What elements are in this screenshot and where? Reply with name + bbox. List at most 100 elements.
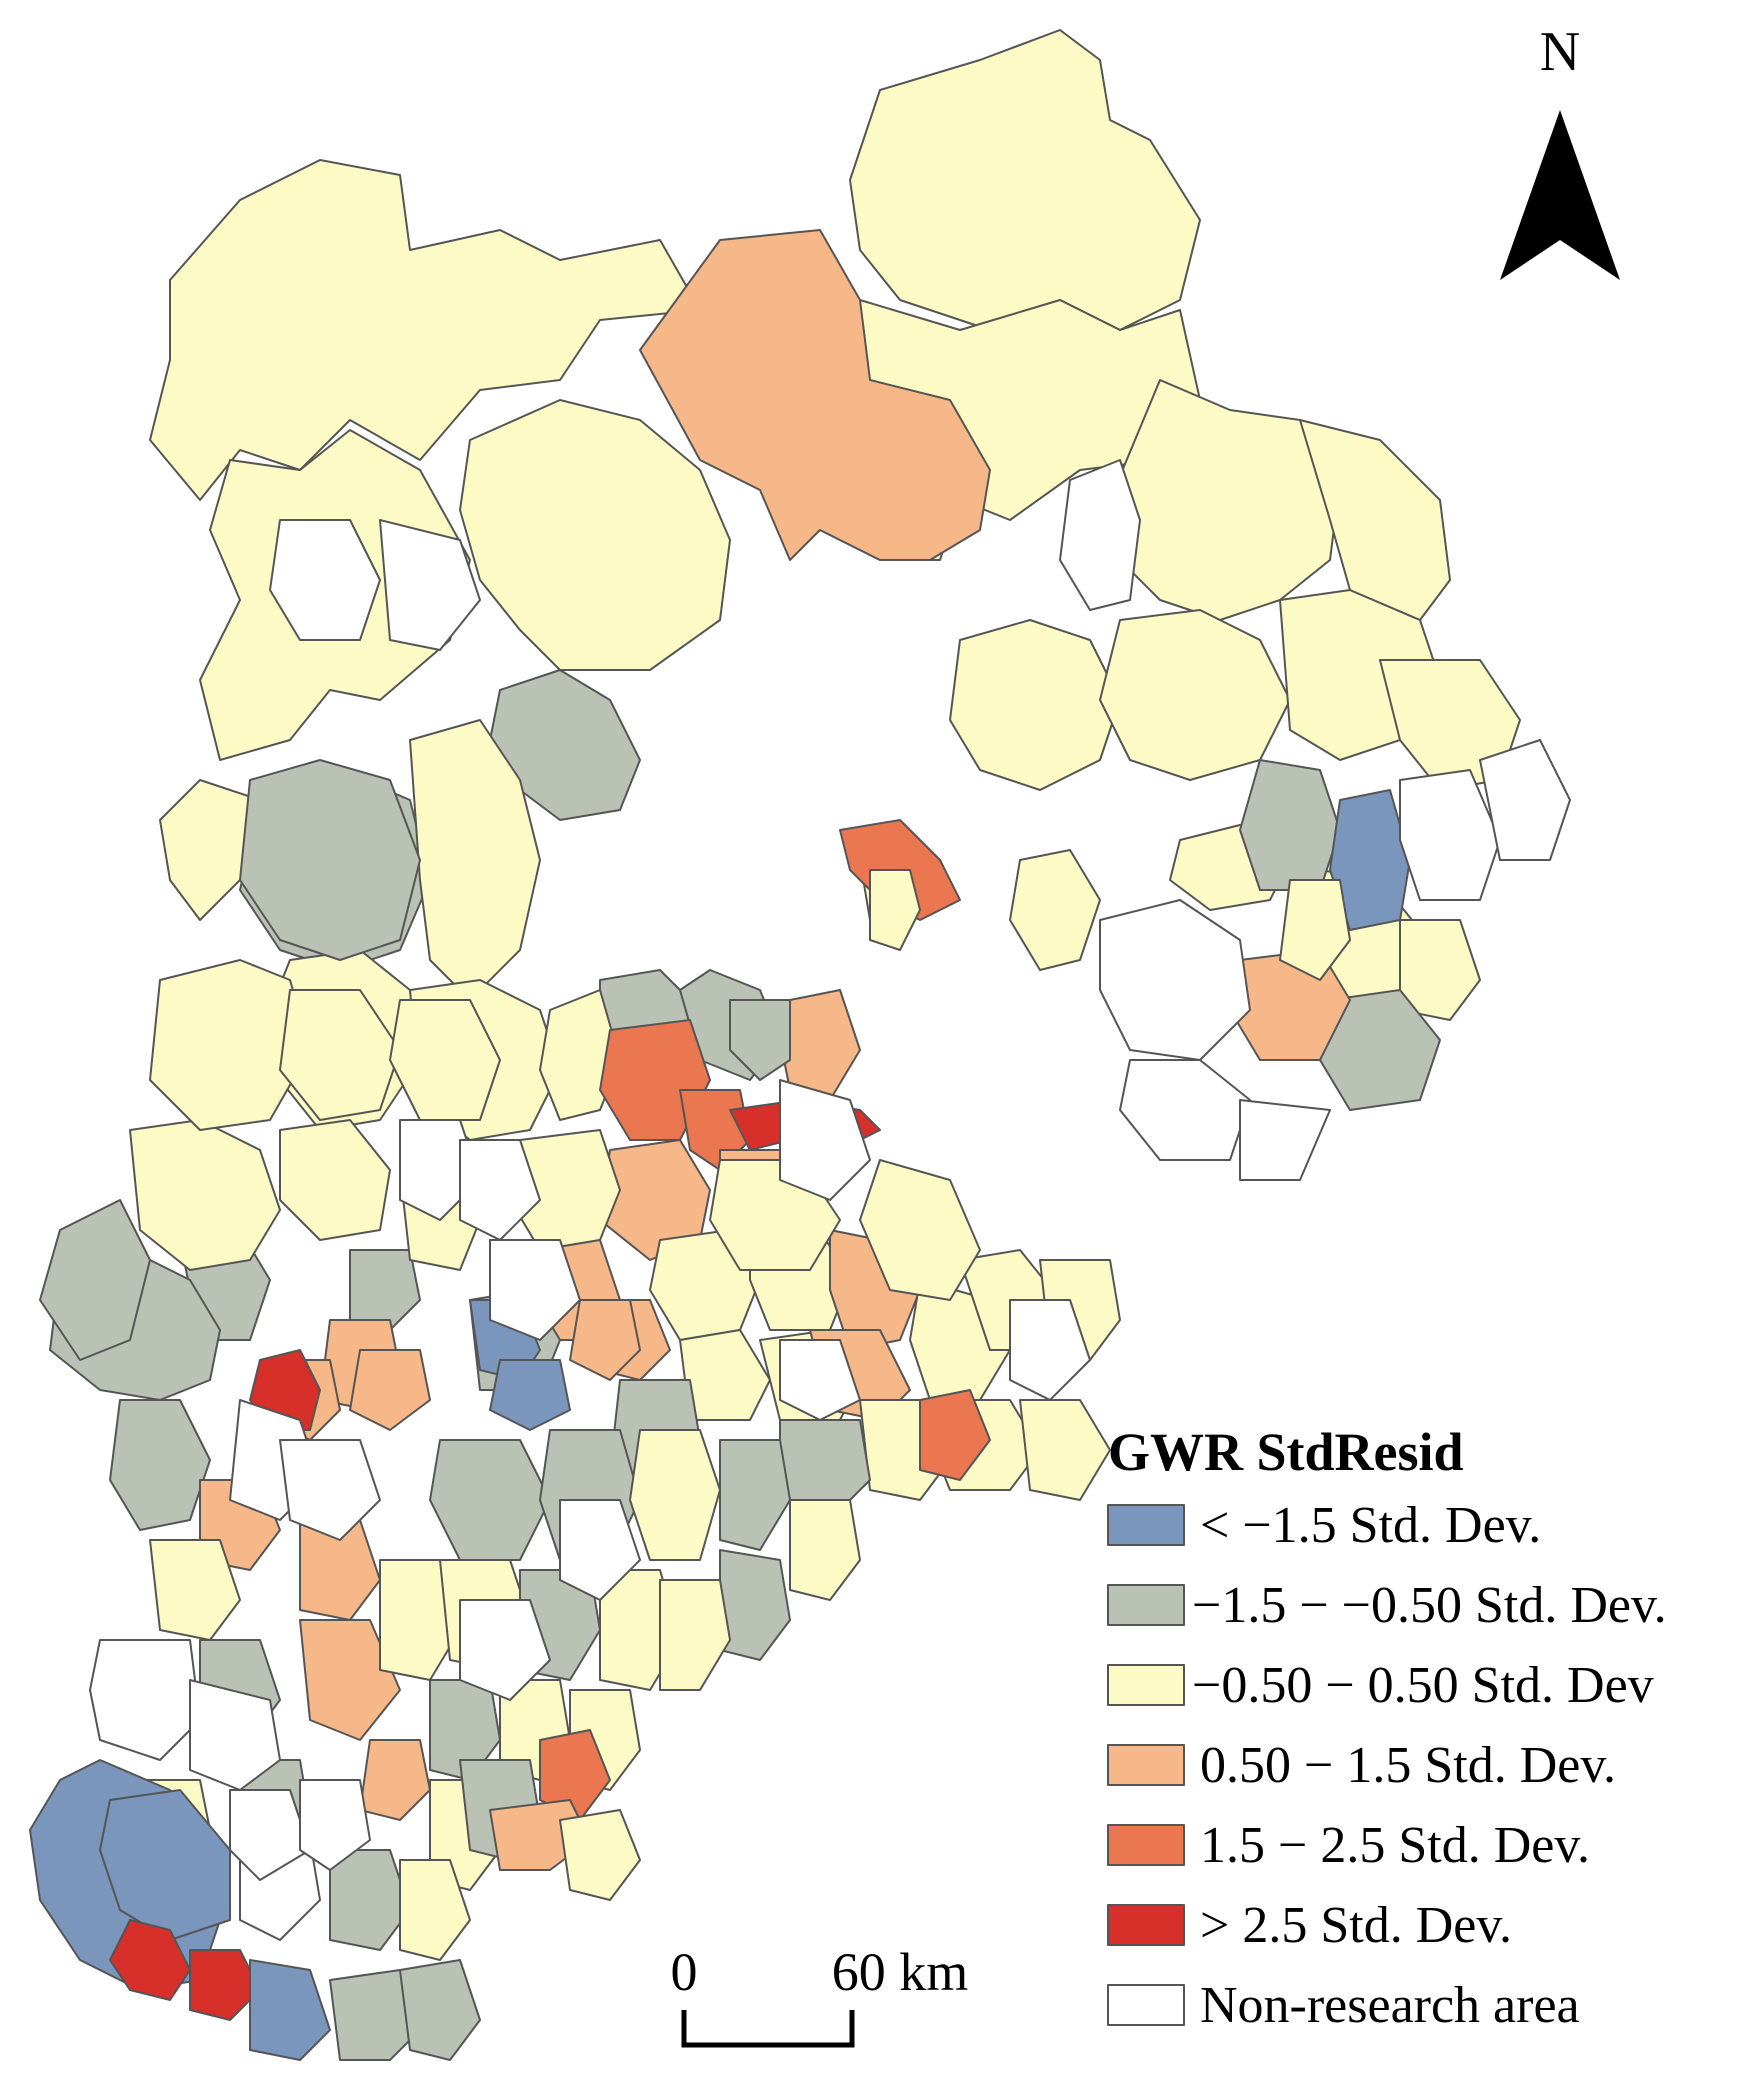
legend-item: Non-research area xyxy=(1107,1977,1580,2034)
legend: GWR StdResid < −1.5 Std. Dev. −1.5 − −0.… xyxy=(1107,1422,1667,2034)
region xyxy=(849,29,1201,331)
region xyxy=(329,1849,411,1951)
region xyxy=(1019,1399,1111,1501)
region xyxy=(349,1249,421,1331)
region xyxy=(149,1539,241,1641)
region xyxy=(429,1439,551,1561)
legend-swatch xyxy=(1107,1984,1185,2026)
legend-label: Non-research area xyxy=(1200,1977,1580,2034)
region xyxy=(1099,899,1251,1061)
region xyxy=(1009,849,1101,971)
region xyxy=(409,719,541,1001)
scale-bar-line xyxy=(681,2010,855,2048)
region xyxy=(459,399,731,671)
legend-item: > 2.5 Std. Dev. xyxy=(1107,1897,1512,1954)
region xyxy=(639,229,991,561)
region xyxy=(269,519,381,641)
legend-label: −1.5 − −0.50 Std. Dev. xyxy=(1192,1577,1667,1634)
scale-bar-start-label: 0 xyxy=(671,1942,698,2002)
region xyxy=(629,1429,721,1561)
region xyxy=(299,1779,371,1871)
region xyxy=(559,1499,641,1601)
north-arrow: N xyxy=(1500,21,1620,280)
region xyxy=(149,959,311,1131)
region xyxy=(1239,759,1341,891)
legend-swatch xyxy=(1107,1664,1185,1706)
legend-label: −0.50 − 0.50 Std. Dev xyxy=(1192,1657,1654,1714)
region xyxy=(189,1679,281,1791)
region xyxy=(399,1859,471,1961)
region xyxy=(279,1119,391,1241)
legend-item: 1.5 − 2.5 Std. Dev. xyxy=(1107,1817,1590,1874)
north-label: N xyxy=(1540,21,1580,83)
legend-label: 0.50 − 1.5 Std. Dev. xyxy=(1200,1737,1616,1794)
region xyxy=(1279,879,1351,981)
region xyxy=(539,1729,611,1821)
region xyxy=(719,1439,791,1551)
region xyxy=(329,1969,421,2061)
map-regions xyxy=(29,29,1571,2061)
legend-swatch xyxy=(1107,1584,1185,1626)
legend-title: GWR StdResid xyxy=(1108,1422,1464,1482)
region xyxy=(379,1559,461,1681)
region xyxy=(719,1549,791,1661)
legend-swatch xyxy=(1107,1824,1185,1866)
region xyxy=(109,1399,211,1531)
region xyxy=(869,869,921,951)
legend-label: < −1.5 Std. Dev. xyxy=(1200,1497,1541,1554)
region xyxy=(129,1119,281,1271)
region xyxy=(379,519,481,651)
region xyxy=(789,1499,861,1601)
region xyxy=(559,1809,641,1901)
region xyxy=(359,1739,431,1821)
legend-item: −1.5 − −0.50 Std. Dev. xyxy=(1107,1577,1667,1634)
region xyxy=(239,759,421,961)
region xyxy=(39,1199,151,1361)
region xyxy=(459,1139,541,1241)
scale-bar: 0 60 km xyxy=(671,1942,968,2048)
region xyxy=(489,1239,581,1341)
region xyxy=(1119,1059,1251,1161)
region xyxy=(99,1789,231,1941)
region xyxy=(1059,459,1141,611)
legend-swatch xyxy=(1107,1904,1185,1946)
legend-item: −0.50 − 0.50 Std. Dev xyxy=(1107,1657,1654,1714)
legend-swatch xyxy=(1107,1504,1185,1546)
region xyxy=(659,1579,731,1691)
region xyxy=(1479,739,1571,861)
legend-label: 1.5 − 2.5 Std. Dev. xyxy=(1200,1817,1590,1874)
region xyxy=(89,1639,201,1761)
region xyxy=(279,1439,381,1541)
region xyxy=(779,1339,861,1421)
region xyxy=(779,1079,871,1201)
region xyxy=(389,999,501,1121)
region xyxy=(1239,1099,1331,1181)
legend-item: 0.50 − 1.5 Std. Dev. xyxy=(1107,1737,1616,1794)
region xyxy=(399,1959,481,2061)
region xyxy=(949,619,1121,791)
region xyxy=(1399,769,1501,901)
region xyxy=(859,1159,981,1301)
legend-swatch xyxy=(1107,1744,1185,1786)
region xyxy=(109,1919,191,2001)
region xyxy=(729,999,791,1081)
region xyxy=(189,1949,261,2021)
region xyxy=(299,1619,401,1741)
region xyxy=(1299,419,1451,621)
region xyxy=(349,1349,431,1431)
region xyxy=(919,1389,991,1481)
region xyxy=(149,159,701,501)
region xyxy=(279,989,401,1121)
region xyxy=(1009,1299,1091,1401)
region xyxy=(569,1299,641,1381)
region xyxy=(489,1359,571,1431)
region xyxy=(1099,609,1291,781)
region xyxy=(1109,379,1341,621)
region xyxy=(249,1959,331,2061)
legend-label: > 2.5 Std. Dev. xyxy=(1200,1897,1512,1954)
legend-item: < −1.5 Std. Dev. xyxy=(1107,1497,1541,1554)
north-arrow-icon xyxy=(1500,110,1620,280)
region xyxy=(459,1599,551,1701)
region xyxy=(229,1789,311,1881)
